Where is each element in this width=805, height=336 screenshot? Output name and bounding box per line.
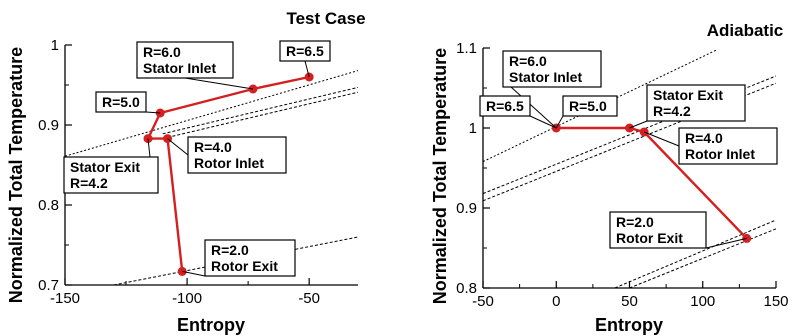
x-tick-label: 0 bbox=[552, 293, 560, 310]
reference-line-2 bbox=[162, 86, 358, 135]
reference-line-2 bbox=[483, 75, 776, 195]
annotation-line: R=6.5 bbox=[286, 43, 324, 59]
x-tick-label: -100 bbox=[172, 290, 202, 307]
annotation-box bbox=[63, 156, 159, 194]
annotation-line: R=4.2 bbox=[653, 103, 691, 119]
y-tick-label: 1 bbox=[469, 120, 477, 137]
annotation-box bbox=[609, 211, 707, 249]
chart-panel-2: 0.8 0.9 1 1.1 -50 0 50 100 150 Entropy Normalized … bbox=[430, 21, 789, 335]
y-tick-label: 1.1 bbox=[456, 40, 477, 57]
x-tick-label: -50 bbox=[472, 293, 494, 310]
annotation-line: Stator Inlet bbox=[509, 69, 582, 85]
annotation-box bbox=[646, 84, 746, 122]
annotation-line: R=6.0 bbox=[509, 53, 547, 69]
annotation-line: Rotor Inlet bbox=[194, 155, 264, 171]
annotation-line: Rotor Inlet bbox=[685, 146, 755, 162]
annotation-leader bbox=[184, 77, 254, 90]
annotation-line: Stator Exit bbox=[653, 87, 723, 103]
annotation-label: R=6.5 bbox=[486, 98, 524, 114]
y-tick-label: 0.7 bbox=[38, 277, 59, 294]
annotation-line: R=5.0 bbox=[102, 94, 140, 110]
reference-lines bbox=[65, 70, 358, 285]
chart-title: Adiabatic bbox=[707, 21, 784, 40]
annotation-box bbox=[479, 95, 531, 117]
annotation-leader bbox=[304, 60, 310, 78]
annotation-label: R=6.0 Stator Inlet bbox=[143, 44, 216, 76]
reference-line-4 bbox=[614, 219, 776, 288]
annotation-box bbox=[279, 40, 331, 62]
annotation-line: R=2.0 bbox=[616, 214, 654, 230]
y-axis-title: Normalized Total Temperature bbox=[430, 48, 450, 304]
annotation-line: R=6.5 bbox=[486, 98, 524, 114]
reference-line-3 bbox=[162, 91, 358, 140]
y-axis-title: Normalized Total Temperature bbox=[6, 47, 26, 303]
annotation-line: Rotor Exit bbox=[616, 230, 683, 246]
annotation-leader bbox=[145, 111, 161, 114]
annotation-line: Rotor Exit bbox=[211, 258, 278, 274]
annotation-label: Stator Exit R=4.2 bbox=[70, 159, 140, 191]
annotation-label: R=4.0 Rotor Inlet bbox=[194, 139, 264, 171]
annotation-label: Stator Exit R=4.2 bbox=[653, 87, 723, 119]
x-tick-label: -50 bbox=[298, 290, 320, 307]
series-line bbox=[146, 75, 310, 272]
annotation-line: Stator Inlet bbox=[143, 60, 216, 76]
reference-line-3 bbox=[483, 82, 776, 202]
reference-line-4 bbox=[113, 236, 358, 285]
annotation-box bbox=[136, 41, 234, 79]
y-tick-label: 0.8 bbox=[456, 280, 477, 297]
annotation-label: R=6.5 bbox=[286, 43, 324, 59]
annotation-line: R=4.0 bbox=[685, 130, 723, 146]
annotation-leader bbox=[629, 120, 648, 129]
annotation-box bbox=[95, 91, 147, 113]
x-axis-title: Entropy bbox=[177, 315, 245, 335]
annotation-label: R=5.0 bbox=[102, 94, 140, 110]
annotation-line: R=5.0 bbox=[569, 98, 607, 114]
reference-line-1 bbox=[65, 70, 358, 157]
annotation-leader bbox=[182, 270, 206, 277]
x-tick-label: -150 bbox=[50, 290, 80, 307]
annotation-line: R=4.0 bbox=[194, 139, 232, 155]
annotation-label: R=4.0 Rotor Inlet bbox=[685, 130, 755, 162]
annotation-leader bbox=[167, 138, 189, 156]
annotation-line: R=4.2 bbox=[70, 175, 108, 191]
annotation-leader bbox=[529, 115, 557, 129]
reference-line-5 bbox=[629, 228, 776, 288]
annotation-box bbox=[562, 95, 618, 117]
annotation-leader bbox=[555, 115, 564, 129]
annotation-label: R=6.0 Stator Inlet bbox=[509, 53, 582, 85]
annotation-box bbox=[502, 50, 602, 88]
annotation-line: R=6.0 bbox=[143, 44, 181, 60]
annotation-leader bbox=[643, 131, 680, 147]
annotation-box bbox=[187, 136, 287, 174]
annotation-label: R=2.0 Rotor Exit bbox=[616, 214, 683, 246]
series-line bbox=[556, 126, 748, 240]
annotation-box bbox=[204, 239, 296, 277]
y-tick-label: 0.9 bbox=[456, 200, 477, 217]
annotation-leader bbox=[147, 138, 151, 158]
chart-title: Test Case bbox=[286, 9, 365, 28]
x-tick-label: 150 bbox=[763, 293, 788, 310]
annotation-label: R=5.0 bbox=[569, 98, 607, 114]
x-tick-label: 50 bbox=[621, 293, 638, 310]
chart-panel-1: 0.7 0.8 0.9 1 -150 -100 -50 Entropy Normalized T… bbox=[6, 9, 366, 335]
annotation-leader bbox=[510, 86, 557, 129]
annotation-leader bbox=[705, 237, 747, 249]
y-tick-label: 0.8 bbox=[38, 197, 59, 214]
y-tick-label: 0.9 bbox=[38, 117, 59, 134]
x-tick-label: 100 bbox=[690, 293, 715, 310]
x-axis-title: Entropy bbox=[595, 315, 663, 335]
y-tick-label: 1 bbox=[51, 37, 59, 54]
annotation-line: Stator Exit bbox=[70, 159, 140, 175]
annotation-box bbox=[678, 127, 778, 165]
annotation-label: R=2.0 Rotor Exit bbox=[211, 242, 278, 274]
annotation-line: R=2.0 bbox=[211, 242, 249, 258]
data-point bbox=[625, 123, 634, 133]
